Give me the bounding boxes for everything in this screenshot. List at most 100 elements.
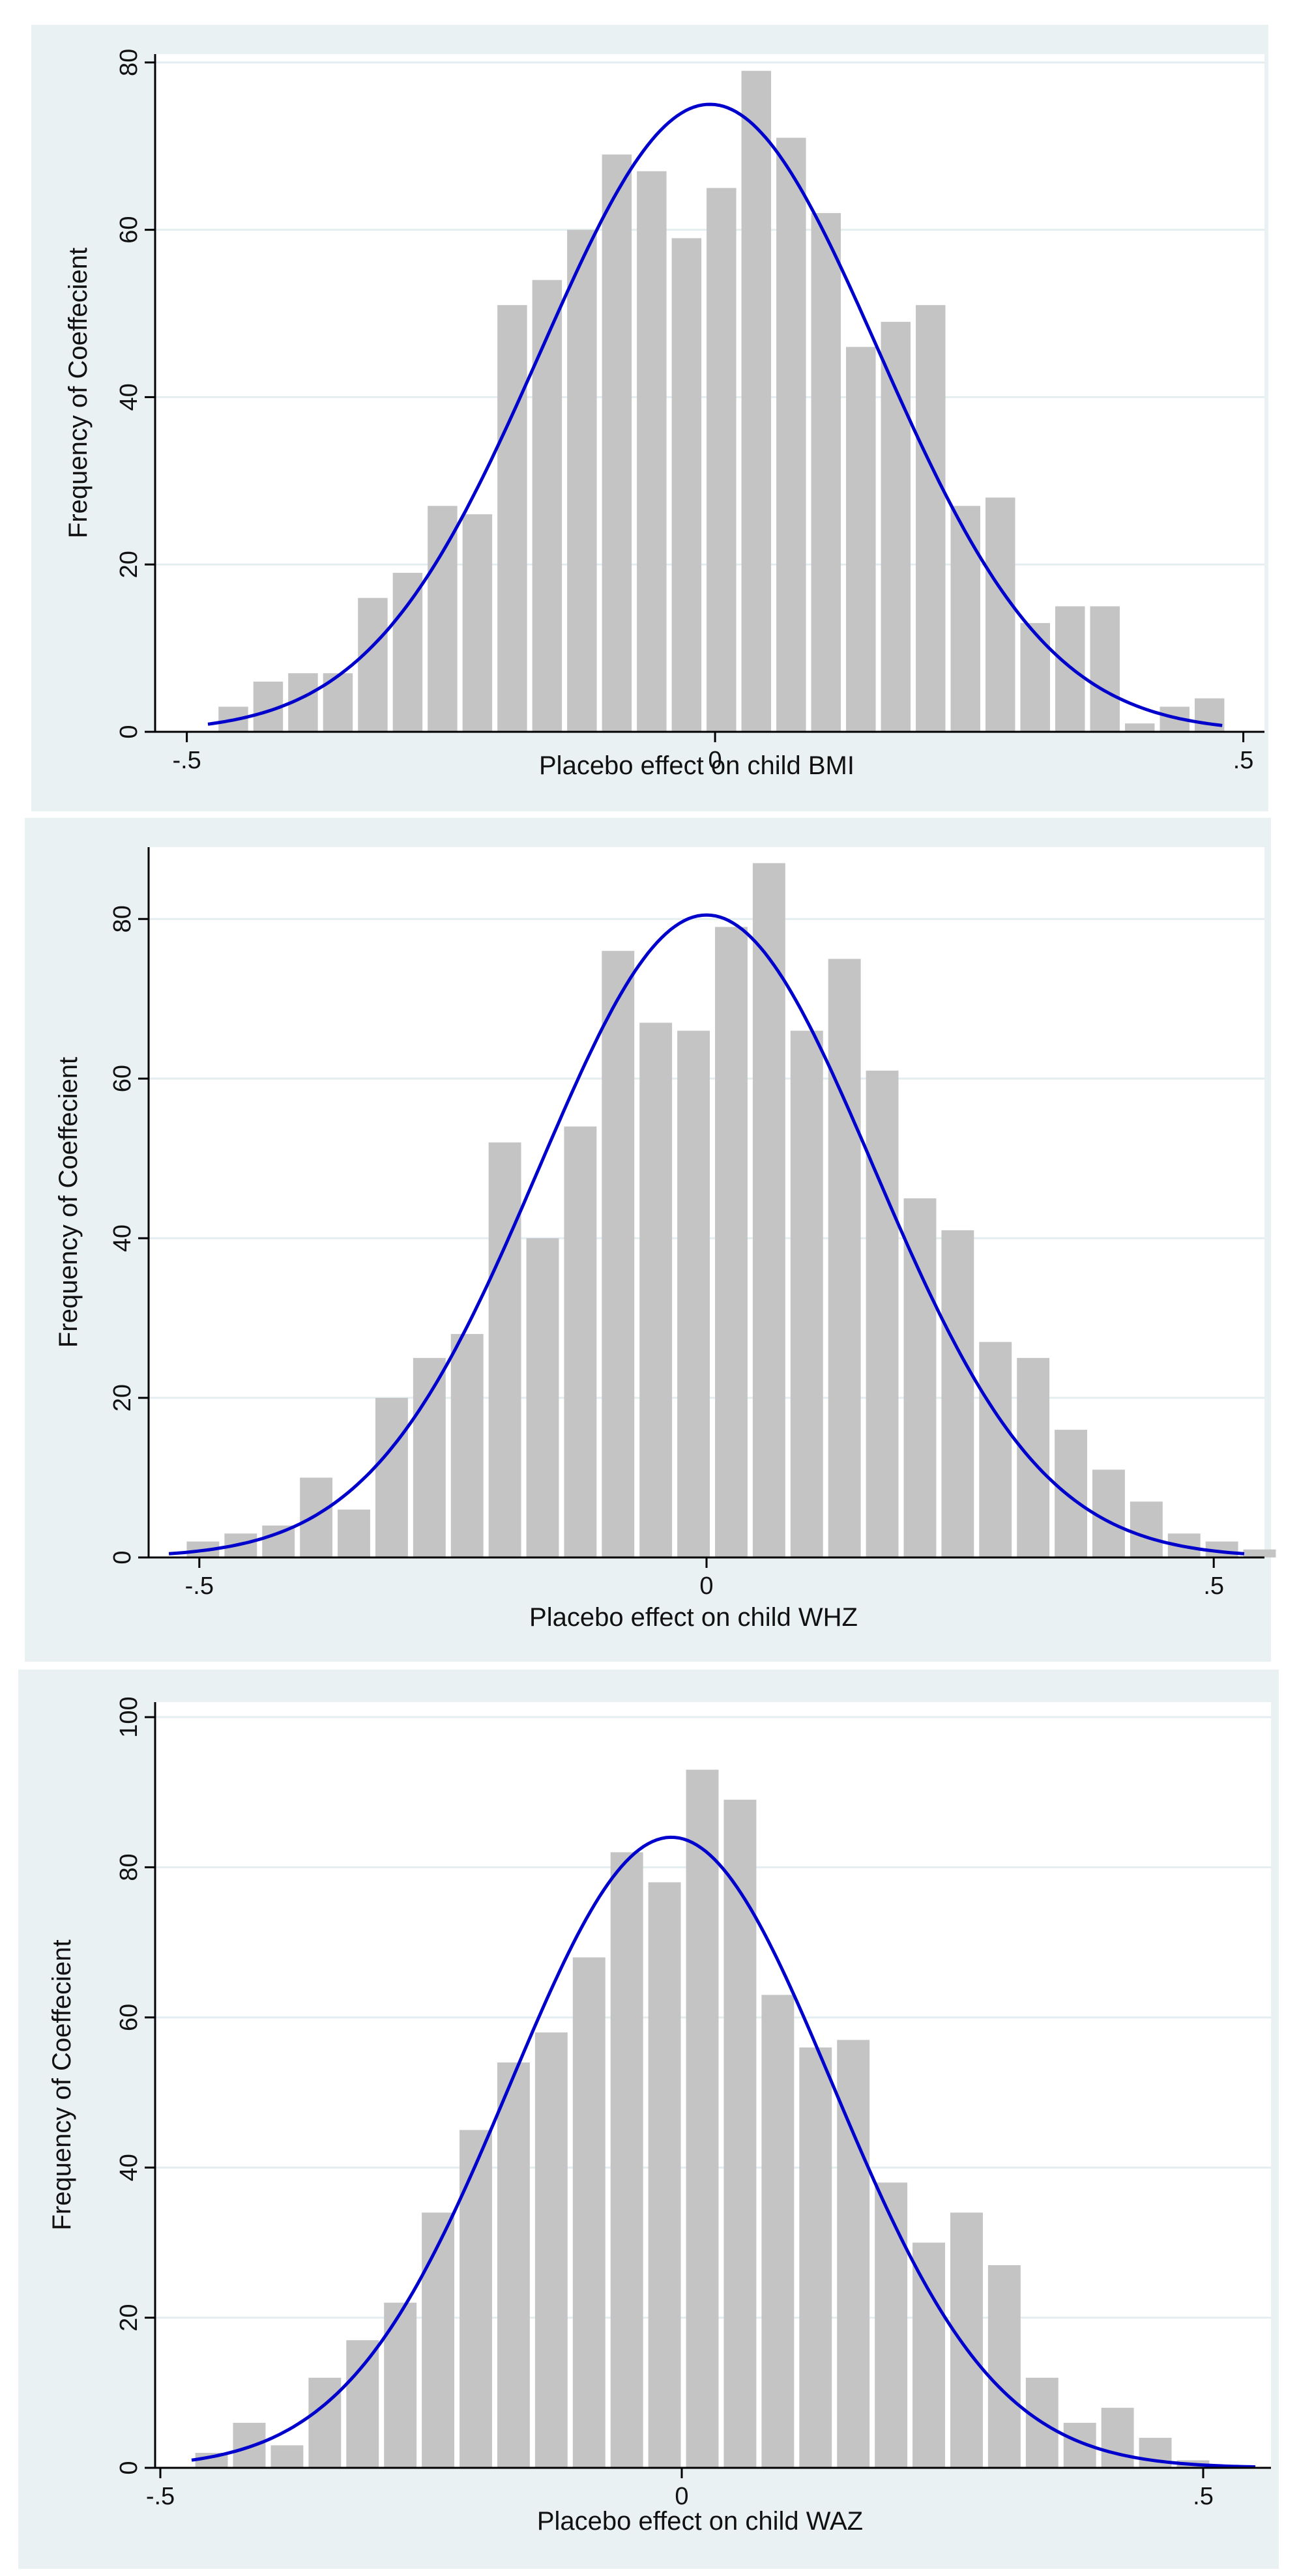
histogram-bar-bmi [846, 347, 876, 732]
histogram-bar-whz [979, 1342, 1012, 1557]
histogram-bar-bmi [497, 305, 527, 732]
histogram-bar-bmi [985, 497, 1015, 732]
histogram-bar-whz [564, 1126, 597, 1557]
histogram-bar-whz [375, 1398, 408, 1557]
histogram-bar-whz [715, 927, 748, 1557]
histogram-bar-bmi [776, 137, 806, 732]
histogram-bar-whz [903, 1198, 937, 1557]
y-tick-label-bmi: 60 [115, 216, 143, 243]
chart-panel-waz: 0 20 40 60 80 100 -.5 0.5 Placebo effect on chil… [18, 1670, 1279, 2569]
histogram-bar-bmi [881, 321, 911, 732]
histogram-bar-whz [413, 1357, 446, 1557]
histogram-bar-waz [723, 1799, 757, 2468]
histogram-bar-waz [950, 2212, 983, 2468]
density-curve-bmi [207, 102, 1223, 727]
chart-whz: 0 20 40 60 80 -.5 0 .5 Placebo effect on child W… [54, 847, 1276, 1632]
histogram-bar-bmi [532, 280, 562, 732]
histogram-bar-waz [1101, 2407, 1134, 2468]
histogram-bar-bmi [1124, 723, 1155, 732]
x-tick-label-bmi: -.5 [172, 747, 201, 774]
chart-panel-whz: 0 20 40 60 80 -.5 0 .5 Placebo effect on child W… [25, 818, 1276, 1662]
histogram-bar-bmi [358, 598, 388, 732]
chart-panel-bmi: 0 20 40 60 80 -.5 0 .5 Placebo effect on child B… [31, 25, 1268, 811]
density-curve-whz [168, 913, 1245, 1556]
histogram-bar-waz [648, 1882, 681, 2468]
histogram-bar-waz [460, 2130, 492, 2468]
y-tick-label-waz: 40 [115, 2154, 143, 2181]
histogram-bar-whz [1243, 1549, 1276, 1557]
histogram-bar-bmi [741, 70, 772, 732]
histogram-bar-bmi [1090, 606, 1120, 732]
y-tick-label-whz: 80 [109, 905, 136, 933]
histogram-bar-waz [572, 1957, 606, 2468]
histogram-bar-whz [866, 1070, 899, 1557]
y-tick-label-whz: 40 [109, 1224, 136, 1252]
x-tick-label-bmi: .5 [1233, 747, 1254, 774]
histogram-bar-waz [384, 2302, 417, 2468]
histogram-bar-bmi [637, 171, 667, 732]
histogram-bar-bmi [567, 229, 597, 732]
histogram-bar-bmi [1020, 623, 1050, 732]
y-axis-title-waz: Frequency of Coeffecient [48, 1939, 76, 2230]
x-tick-label-waz: -.5 [146, 2483, 175, 2510]
histogram-bar-whz [1017, 1357, 1050, 1557]
histogram-bar-whz [828, 959, 861, 1557]
y-axis-title-bmi: Frequency of Coeffecient [64, 248, 93, 538]
y-tick-label-waz: 0 [115, 2461, 143, 2474]
histogram-bar-waz [686, 1769, 719, 2468]
histogram-bar-whz [639, 1022, 673, 1557]
histogram-bar-whz [526, 1238, 559, 1557]
histogram-bar-bmi [392, 573, 423, 732]
histogram-bar-waz [799, 2047, 832, 2468]
x-axis-title-waz: Placebo effect on child WAZ [537, 2507, 863, 2536]
y-axis-title-whz: Frequency of Coeffecient [54, 1057, 83, 1348]
histogram-bar-bmi [707, 188, 737, 732]
histogram-bar-waz [346, 2340, 379, 2468]
histogram-bar-bmi [950, 506, 981, 732]
histogram-bar-bmi [811, 212, 841, 732]
y-tick-label-whz: 20 [109, 1384, 136, 1411]
histogram-bar-whz [677, 1030, 710, 1557]
x-tick-label-waz: 0 [675, 2483, 688, 2510]
histogram-bar-waz [610, 1852, 643, 2468]
histogram-bar-bmi [671, 238, 702, 732]
histogram-bar-waz [497, 2062, 530, 2468]
y-tick-label-bmi: 40 [115, 383, 143, 411]
histogram-bar-whz [262, 1526, 295, 1557]
histogram-bar-waz [761, 1995, 795, 2468]
x-tick-label-whz: 0 [699, 1572, 713, 1600]
histogram-bar-bmi [602, 154, 632, 732]
histogram-bar-waz [987, 2265, 1021, 2468]
histogram-bar-waz [270, 2445, 304, 2468]
histogram-bar-bmi [462, 514, 493, 732]
y-tick-label-bmi: 20 [115, 551, 143, 578]
y-tick-label-whz: 0 [109, 1550, 136, 1564]
x-tick-label-whz: -.5 [185, 1572, 214, 1600]
histogram-bar-whz [790, 1030, 823, 1557]
histogram-bar-whz [1092, 1469, 1125, 1557]
y-tick-label-whz: 60 [109, 1065, 136, 1092]
histogram-bar-waz [875, 2182, 908, 2468]
y-tick-label-waz: 60 [115, 2004, 143, 2031]
chart-bmi: 0 20 40 60 80 -.5 0 .5 Placebo effect on child B… [64, 49, 1264, 780]
y-tick-label-bmi: 80 [115, 49, 143, 76]
x-tick-label-bmi: 0 [708, 747, 722, 774]
x-axis-title-whz: Placebo effect on child WHZ [529, 1603, 858, 1632]
histogram-bar-waz [534, 2032, 568, 2468]
y-tick-label-bmi: 0 [115, 725, 143, 738]
y-tick-label-waz: 20 [115, 2304, 143, 2331]
histogram-bar-whz [450, 1334, 484, 1557]
histogram-bar-whz [1130, 1501, 1163, 1557]
histogram-bar-waz [912, 2242, 945, 2468]
histogram-bar-whz [338, 1509, 370, 1557]
histogram-bar-waz [308, 2377, 342, 2468]
x-tick-label-waz: .5 [1193, 2483, 1214, 2510]
x-tick-label-whz: .5 [1203, 1572, 1224, 1600]
histogram-bar-whz [488, 1142, 521, 1557]
histogram-bar-whz [300, 1477, 333, 1557]
histogram-bar-whz [941, 1230, 974, 1557]
x-axis-title-bmi: Placebo effect on child BMI [539, 751, 854, 780]
y-tick-label-waz: 100 [115, 1696, 143, 1737]
density-curve-waz [191, 1835, 1256, 2469]
